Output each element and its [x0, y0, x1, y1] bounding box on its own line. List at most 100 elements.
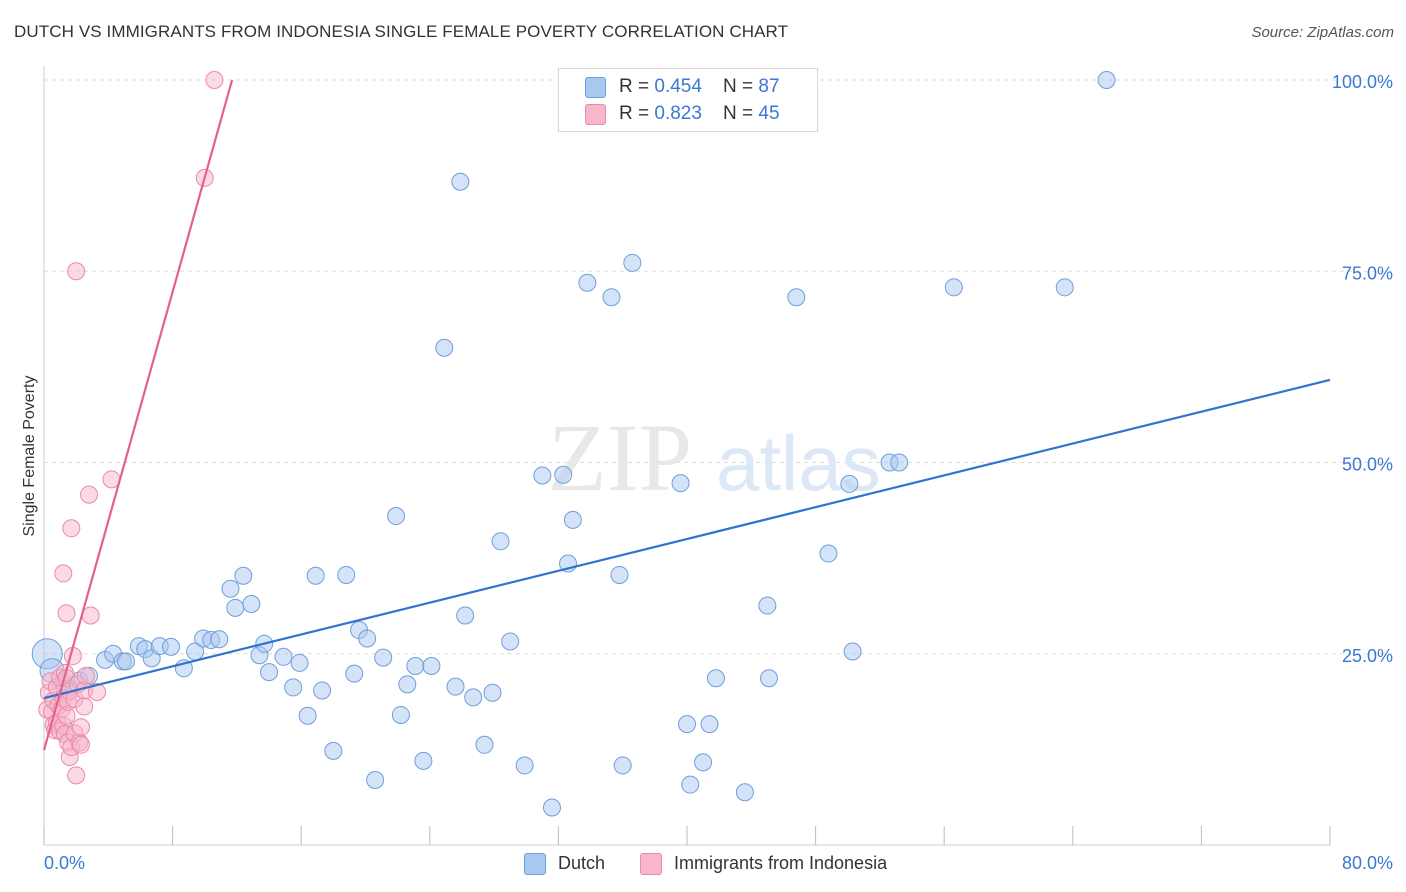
legend-n-value-indonesia: 45	[758, 103, 780, 124]
dutch-point	[563, 510, 582, 529]
dutch-point	[944, 278, 963, 297]
dutch-point	[366, 770, 385, 789]
indonesia-point	[67, 766, 86, 785]
axes	[43, 66, 1331, 846]
dutch-point	[242, 595, 261, 614]
chart-title: DUTCH VS IMMIGRANTS FROM INDONESIA SINGL…	[14, 22, 789, 41]
dutch-point	[274, 647, 293, 666]
tick-labels: 25.0% 50.0% 75.0% 100.0% 0.0% 80.0%	[44, 72, 1393, 873]
dutch-point	[758, 596, 777, 615]
indonesia-point	[80, 485, 99, 504]
dutch-point	[290, 653, 309, 672]
dutch-points	[31, 71, 1116, 817]
dutch-point	[374, 648, 393, 667]
dutch-point	[515, 756, 534, 775]
dutch-point	[221, 579, 240, 598]
dutch-point	[116, 652, 135, 671]
dutch-swatch	[585, 77, 606, 98]
indonesia-point	[54, 564, 73, 583]
dutch-point	[226, 598, 245, 617]
legend-r-label: R =	[619, 103, 655, 124]
dutch-point	[398, 675, 417, 694]
dutch-point	[387, 507, 406, 526]
indonesia-point	[62, 519, 81, 538]
dutch-point	[483, 683, 502, 702]
dutch-point	[840, 474, 859, 493]
dutch-point	[578, 273, 597, 292]
dutch-point	[890, 453, 909, 472]
indonesia-point	[67, 262, 86, 281]
dutch-trend-line	[43, 378, 1331, 700]
indonesia-swatch	[585, 104, 606, 125]
dutch-point	[234, 566, 253, 585]
dutch-point	[554, 465, 573, 484]
dutch-point	[759, 669, 778, 688]
watermark-atlas: atlas	[716, 419, 881, 507]
trend-lines	[42, 79, 1331, 751]
dutch-point	[735, 783, 754, 802]
dutch-point	[623, 253, 642, 272]
dutch-point	[358, 629, 377, 648]
dutch-point	[491, 532, 510, 551]
dutch-point	[446, 677, 465, 696]
x-tick-label: 0.0%	[44, 853, 85, 873]
dutch-point	[406, 656, 425, 675]
source-label: Source: ZipAtlas.com	[1251, 24, 1394, 41]
y-tick-label: 50.0%	[1342, 455, 1393, 475]
dutch-point	[501, 632, 520, 651]
dutch-point	[435, 338, 454, 357]
legend-n-value-dutch: 87	[758, 76, 780, 97]
bottom-legend-dutch-label: Dutch	[558, 853, 606, 873]
dutch-point	[345, 664, 364, 683]
dutch-point	[391, 705, 410, 724]
dutch-point	[475, 735, 494, 754]
indonesia-point	[57, 604, 76, 623]
dutch-point	[602, 288, 621, 307]
indonesia-point	[76, 666, 95, 685]
watermark: ZIP atlas	[548, 404, 881, 511]
correlation-legend: R = 0.454 N = 87 R = 0.823 N = 45	[558, 68, 818, 132]
grid-lines	[44, 79, 1392, 655]
legend-n-label: N =	[723, 76, 759, 97]
dutch-point	[671, 474, 690, 493]
dutch-point	[1055, 278, 1074, 297]
dutch-point	[700, 715, 719, 734]
dutch-point	[533, 466, 552, 485]
y-tick-label: 25.0%	[1342, 646, 1393, 666]
dutch-point	[284, 678, 303, 697]
dutch-point	[694, 753, 713, 772]
legend-r-value-indonesia: 0.823	[654, 103, 702, 124]
indonesia-point	[205, 71, 224, 89]
indonesia-point	[71, 718, 90, 737]
dutch-point	[787, 288, 806, 307]
dutch-point	[414, 751, 433, 770]
indonesia-trend-line	[42, 79, 234, 751]
dutch-point	[464, 688, 483, 707]
y-tick-label: 100.0%	[1332, 72, 1393, 92]
dutch-point	[313, 681, 332, 700]
indonesia-point	[71, 735, 90, 754]
dutch-point	[610, 565, 629, 584]
dutch-point	[306, 566, 325, 585]
dutch-point	[542, 798, 561, 817]
dutch-point	[324, 741, 343, 760]
dutch-point	[337, 565, 356, 584]
legend-r-label: R =	[619, 76, 655, 97]
x-tick-label: 80.0%	[1342, 853, 1393, 873]
y-tick-label: 75.0%	[1342, 263, 1393, 283]
indonesia-swatch	[640, 853, 662, 875]
dutch-point	[210, 630, 229, 649]
dutch-point	[260, 663, 279, 682]
bottom-legend-indonesia-label: Immigrants from Indonesia	[674, 853, 888, 873]
legend-r-value-dutch: 0.454	[654, 76, 702, 97]
dutch-point	[1097, 71, 1116, 89]
dutch-point	[451, 172, 470, 191]
indonesia-point	[75, 697, 94, 716]
dutch-point	[613, 756, 632, 775]
dutch-point	[819, 544, 838, 563]
dutch-point	[706, 669, 725, 688]
dutch-point	[678, 715, 696, 734]
indonesia-point	[81, 606, 100, 625]
indonesia-point	[88, 683, 107, 701]
